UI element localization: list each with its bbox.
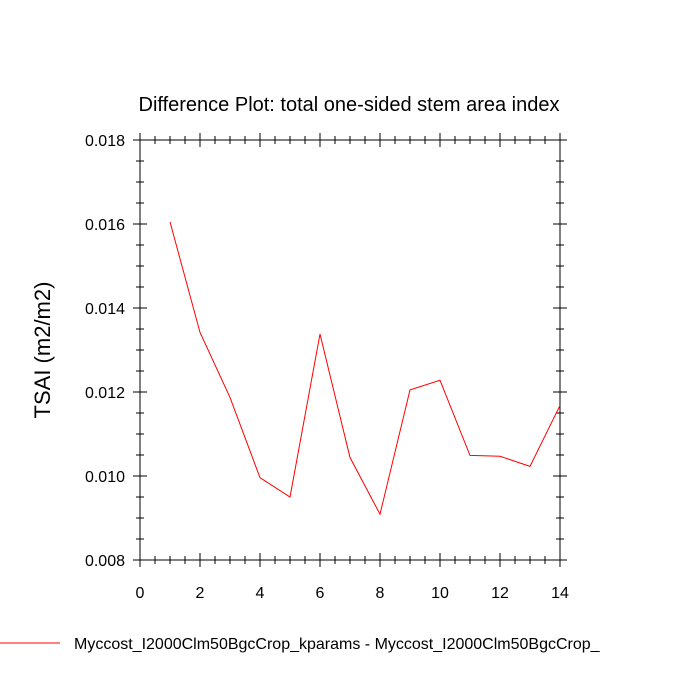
x-tick-label: 0 bbox=[136, 585, 145, 602]
series-line bbox=[169, 221, 561, 516]
axis-ticks bbox=[133, 133, 567, 567]
y-tick-label: 0.014 bbox=[85, 301, 125, 318]
x-tick-label: 8 bbox=[376, 585, 385, 602]
y-tick-label: 0.010 bbox=[85, 469, 125, 486]
y-tick-label: 0.012 bbox=[85, 385, 125, 402]
y-tick-label: 0.018 bbox=[85, 133, 125, 150]
x-tick-label: 10 bbox=[431, 585, 449, 602]
chart-title: Difference Plot: total one-sided stem ar… bbox=[139, 94, 560, 116]
y-tick-label: 0.016 bbox=[85, 217, 125, 234]
series-layer bbox=[169, 221, 561, 516]
x-tick-label: 14 bbox=[551, 585, 569, 602]
x-tick-labels: 0 2 4 6 8 10 12 14 bbox=[136, 585, 569, 602]
y-axis-label: TSAI (m2/m2) bbox=[30, 282, 55, 419]
x-tick-label: 12 bbox=[491, 585, 509, 602]
x-tick-label: 4 bbox=[256, 585, 265, 602]
plot-frame bbox=[139, 139, 561, 561]
y-tick-labels: 0.008 0.010 0.012 0.014 0.016 0.018 bbox=[85, 133, 125, 570]
y-tick-label: 0.008 bbox=[85, 553, 125, 570]
x-tick-label: 2 bbox=[196, 585, 205, 602]
x-tick-label: 6 bbox=[316, 585, 325, 602]
legend: Myccost_I2000Clm50BgcCrop_kparams - Mycc… bbox=[0, 636, 601, 653]
legend-label: Myccost_I2000Clm50BgcCrop_kparams - Mycc… bbox=[74, 636, 601, 653]
